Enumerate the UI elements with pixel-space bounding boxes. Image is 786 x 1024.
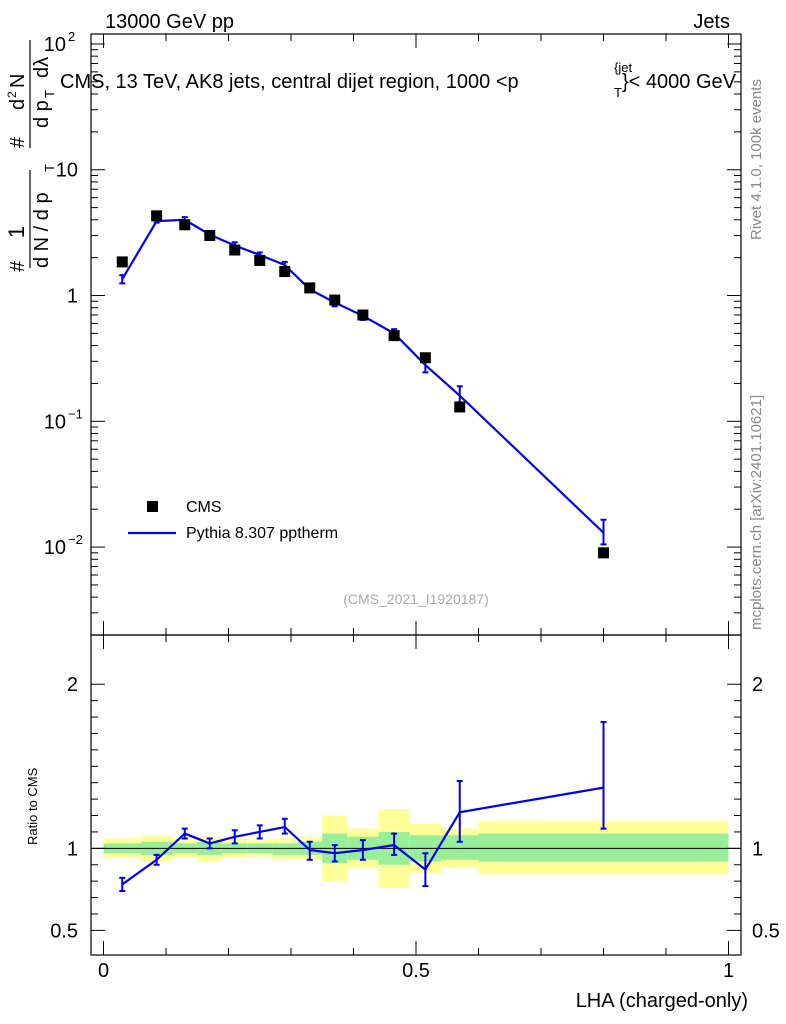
ylabel-n: N — [7, 74, 29, 88]
ylabel-hash-1: # — [7, 260, 29, 272]
cms-data-point-9 — [357, 309, 369, 321]
title-sub: T — [614, 85, 622, 100]
cms-data-point-8 — [329, 294, 341, 306]
ratio-y-tick-label-right-1: 1 — [752, 838, 763, 860]
main-y-tick-label-0: 10 — [44, 34, 66, 56]
title-sup: {jet — [614, 60, 632, 75]
ylabel-dlambda: dλ — [31, 57, 53, 78]
x-tick-label-0: 0 — [98, 960, 109, 982]
rivet-label: Rivet 4.1.0, 100k events — [748, 79, 765, 240]
main-y-tick-exp-0: 2 — [68, 29, 75, 44]
main-y-tick-exp-3: −1 — [68, 406, 83, 421]
header-right: Jets — [693, 11, 730, 33]
ratio-series — [119, 720, 607, 892]
legend: CMS Pythia 8.307 pptherm — [128, 499, 338, 542]
x-tick-label-1: 0.5 — [402, 960, 430, 982]
legend-marker-cms — [147, 501, 158, 512]
main-y-tick-exp-4: −2 — [68, 532, 83, 547]
main-y-tick-label-1: 10 — [56, 160, 78, 182]
ylabel-dp: d p — [31, 100, 53, 128]
main-y-tick-label-3: 10 — [44, 411, 66, 433]
ylabel-d2: d — [7, 99, 29, 110]
cms-data-point-2 — [179, 219, 191, 231]
ratio-y-tick-label-right-0: 2 — [752, 674, 763, 696]
ratio-y-tick-label-left-0: 2 — [67, 674, 78, 696]
ylabel-one: 1 — [4, 226, 29, 238]
ylabel-sup2: 2 — [5, 91, 19, 98]
cms-data-point-6 — [279, 266, 291, 278]
cms-data-point-0 — [116, 256, 128, 268]
cms-data-point-7 — [304, 282, 316, 294]
cms-data-point-13 — [598, 547, 609, 559]
x-axis-label: LHA (charged-only) — [576, 990, 748, 1012]
cms-data-point-5 — [254, 254, 266, 266]
legend-label-pythia: Pythia 8.307 pptherm — [186, 525, 338, 542]
cms-data-point-12 — [454, 401, 466, 413]
analysis-watermark: (CMS_2021_I1920187) — [343, 591, 489, 607]
header-left: 13000 GeV pp — [105, 11, 234, 33]
main-ylabel: # 1 d N / d p T # d 2 N d p T dλ — [4, 40, 57, 272]
cms-data-point-3 — [204, 230, 216, 242]
main-title: CMS, 13 TeV, AK8 jets, central dijet reg… — [60, 60, 737, 100]
cms-data-point-4 — [229, 244, 241, 256]
ratio-y-tick-label-right-2: 0.5 — [752, 920, 780, 942]
ratio-bands — [91, 808, 741, 888]
ratio-ylabel: Ratio to CMS — [25, 767, 40, 845]
main-plot-frame — [90, 33, 742, 636]
ratio-band-inner-6 — [272, 843, 298, 855]
legend-label-cms: CMS — [186, 499, 222, 516]
ratio-y-tick-label-left-1: 1 — [67, 838, 78, 860]
pythia-curve — [121, 218, 605, 534]
ylabel-hash-2: # — [7, 136, 29, 148]
title-prefix: CMS, 13 TeV, AK8 jets, central dijet reg… — [60, 71, 519, 93]
ratio-curve — [121, 786, 604, 886]
title-suffix: }< 4000 GeV — [622, 71, 737, 93]
main-series — [116, 210, 609, 559]
x-tick-label-2: 1 — [723, 960, 734, 982]
main-y-tick-label-4: 10 — [44, 537, 66, 559]
ratio-plot-frame — [90, 634, 742, 956]
cms-data-point-1 — [151, 210, 163, 222]
ratio-band-inner-13 — [478, 833, 729, 862]
mcplots-label: mcplots.cern.ch [arXiv:2401.10621] — [748, 395, 765, 630]
ratio-y-tick-label-left-2: 0.5 — [50, 920, 78, 942]
main-y-tick-label-2: 1 — [67, 286, 78, 308]
ylabel-dn-dpt: d N / d p — [31, 192, 53, 268]
plot-frames — [90, 33, 742, 956]
cms-data-point-10 — [388, 330, 400, 342]
ylabel-t-sub-2: T — [42, 90, 57, 98]
cms-data-point-11 — [419, 352, 431, 364]
ylabel-t-sub-1: T — [42, 164, 57, 172]
